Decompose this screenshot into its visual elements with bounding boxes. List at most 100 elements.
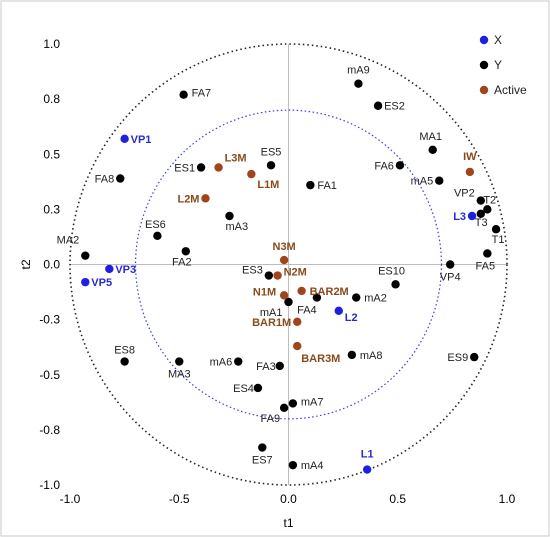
point-l2m	[201, 194, 210, 203]
label-es5: ES5	[261, 146, 282, 158]
point-ma1	[428, 145, 437, 155]
label-ma1: MA1	[419, 131, 442, 143]
label-n1m: N1M	[253, 286, 276, 298]
label-fa4: FA4	[297, 305, 317, 317]
data-points	[81, 79, 501, 474]
label-fa2: FA2	[172, 256, 192, 268]
label-fa5: FA5	[476, 260, 496, 272]
point-ma4	[288, 460, 298, 470]
point-fa2	[181, 247, 191, 256]
point-vp5	[81, 277, 90, 287]
label-fa9: FA9	[261, 413, 281, 425]
correlation-circles	[69, 43, 508, 486]
label-ma2: MA2	[57, 235, 80, 247]
point-es1	[196, 163, 206, 172]
y-tick-label: 0.8	[43, 92, 60, 106]
label-es4: ES4	[233, 383, 254, 395]
point-fa3	[275, 361, 284, 371]
legend-label-y: Y	[494, 58, 502, 72]
tick-labels: -1.0 -0.5 0.0 0.5 1.0 1.0 0.8 0.5 0.3 0.0 -0.3 -0.5…	[39, 37, 515, 506]
point-bar2m	[297, 286, 306, 296]
y-tick-label: 0.5	[43, 147, 60, 161]
x-tick-label: -1.0	[60, 492, 81, 506]
point-vp1	[120, 134, 129, 144]
point-es8	[120, 357, 129, 366]
label-ma3: mA3	[226, 221, 249, 233]
label-t1: T1	[492, 234, 505, 246]
label-ma9: mA9	[347, 65, 370, 77]
inner-circle	[134, 109, 443, 420]
point-fa8	[116, 174, 125, 183]
label-es6: ES6	[145, 219, 166, 231]
point-ma7	[288, 399, 298, 408]
point-ma9	[354, 79, 363, 88]
y-tick-label: 0.3	[43, 202, 60, 216]
point-l3m	[214, 163, 223, 172]
point-n1m	[279, 291, 289, 300]
label-ma5: mA5	[411, 176, 434, 188]
label-ma3: MA3	[168, 369, 191, 381]
label-fa6: FA6	[374, 160, 394, 172]
point-n3m	[279, 255, 289, 265]
y-tick-label: -1.0	[39, 478, 60, 492]
point-l1	[362, 465, 372, 474]
y-tick-label: 1.0	[43, 37, 60, 51]
label-es2: ES2	[384, 101, 405, 113]
y-tick-label: -0.5	[39, 368, 60, 382]
label-t2: T2	[483, 194, 496, 206]
y-axis-label: t2	[19, 259, 33, 269]
y-tick-label: -0.8	[39, 423, 60, 437]
point-iw	[465, 167, 475, 177]
label-vp4: VP4	[440, 272, 461, 284]
point-es5	[266, 161, 276, 170]
label-n3m: N3M	[273, 241, 296, 253]
label-iw: IW	[463, 151, 477, 163]
point-l1m	[247, 169, 256, 179]
label-l2m: L2M	[177, 193, 199, 205]
legend-marker-y	[479, 60, 489, 70]
point-ma8	[347, 350, 357, 360]
label-ma2: mA2	[364, 293, 387, 305]
point-fa6	[395, 161, 405, 170]
point-vp3	[105, 264, 114, 274]
axes	[70, 44, 507, 485]
point-fa4	[312, 293, 322, 302]
point-ma5	[435, 176, 444, 185]
point-vp4	[445, 260, 455, 269]
point-es10	[391, 280, 400, 289]
y-tick-label: -0.3	[39, 313, 60, 327]
legend-marker-active	[479, 85, 489, 95]
point-es3	[264, 271, 274, 280]
outer-circle	[69, 43, 508, 486]
label-es3: ES3	[242, 265, 263, 277]
label-l1: L1	[361, 449, 374, 461]
label-ma6: mA6	[210, 357, 233, 369]
point-fa9	[279, 403, 289, 413]
label-bar1m: BAR1M	[252, 317, 291, 329]
label-n2m: N2M	[284, 267, 307, 279]
label-bar3m: BAR3M	[301, 353, 340, 365]
point-ma3	[225, 211, 234, 221]
label-es1: ES1	[174, 162, 195, 174]
legend: XY Active	[479, 33, 527, 97]
label-vp1: VP1	[131, 134, 152, 146]
point-t3	[476, 209, 485, 218]
point-t2	[483, 205, 492, 214]
x-tick-label: 0.5	[389, 492, 406, 506]
point-ma2	[81, 251, 90, 260]
label-ma7: mA7	[301, 396, 324, 408]
point-vp2	[476, 196, 485, 205]
y-tick-label: 0.0	[43, 258, 60, 272]
point-ma2	[352, 293, 361, 302]
label-ma1: mA1	[260, 307, 283, 319]
point-ma1	[284, 297, 293, 307]
label-vp5: VP5	[91, 277, 112, 289]
label-es8: ES8	[114, 345, 135, 357]
label-t3: T3	[475, 217, 488, 229]
point-n2m	[273, 271, 282, 280]
point-fa7	[179, 90, 188, 99]
point-t1	[491, 225, 501, 234]
point-bar1m	[293, 317, 302, 327]
point-fa1	[306, 180, 315, 190]
